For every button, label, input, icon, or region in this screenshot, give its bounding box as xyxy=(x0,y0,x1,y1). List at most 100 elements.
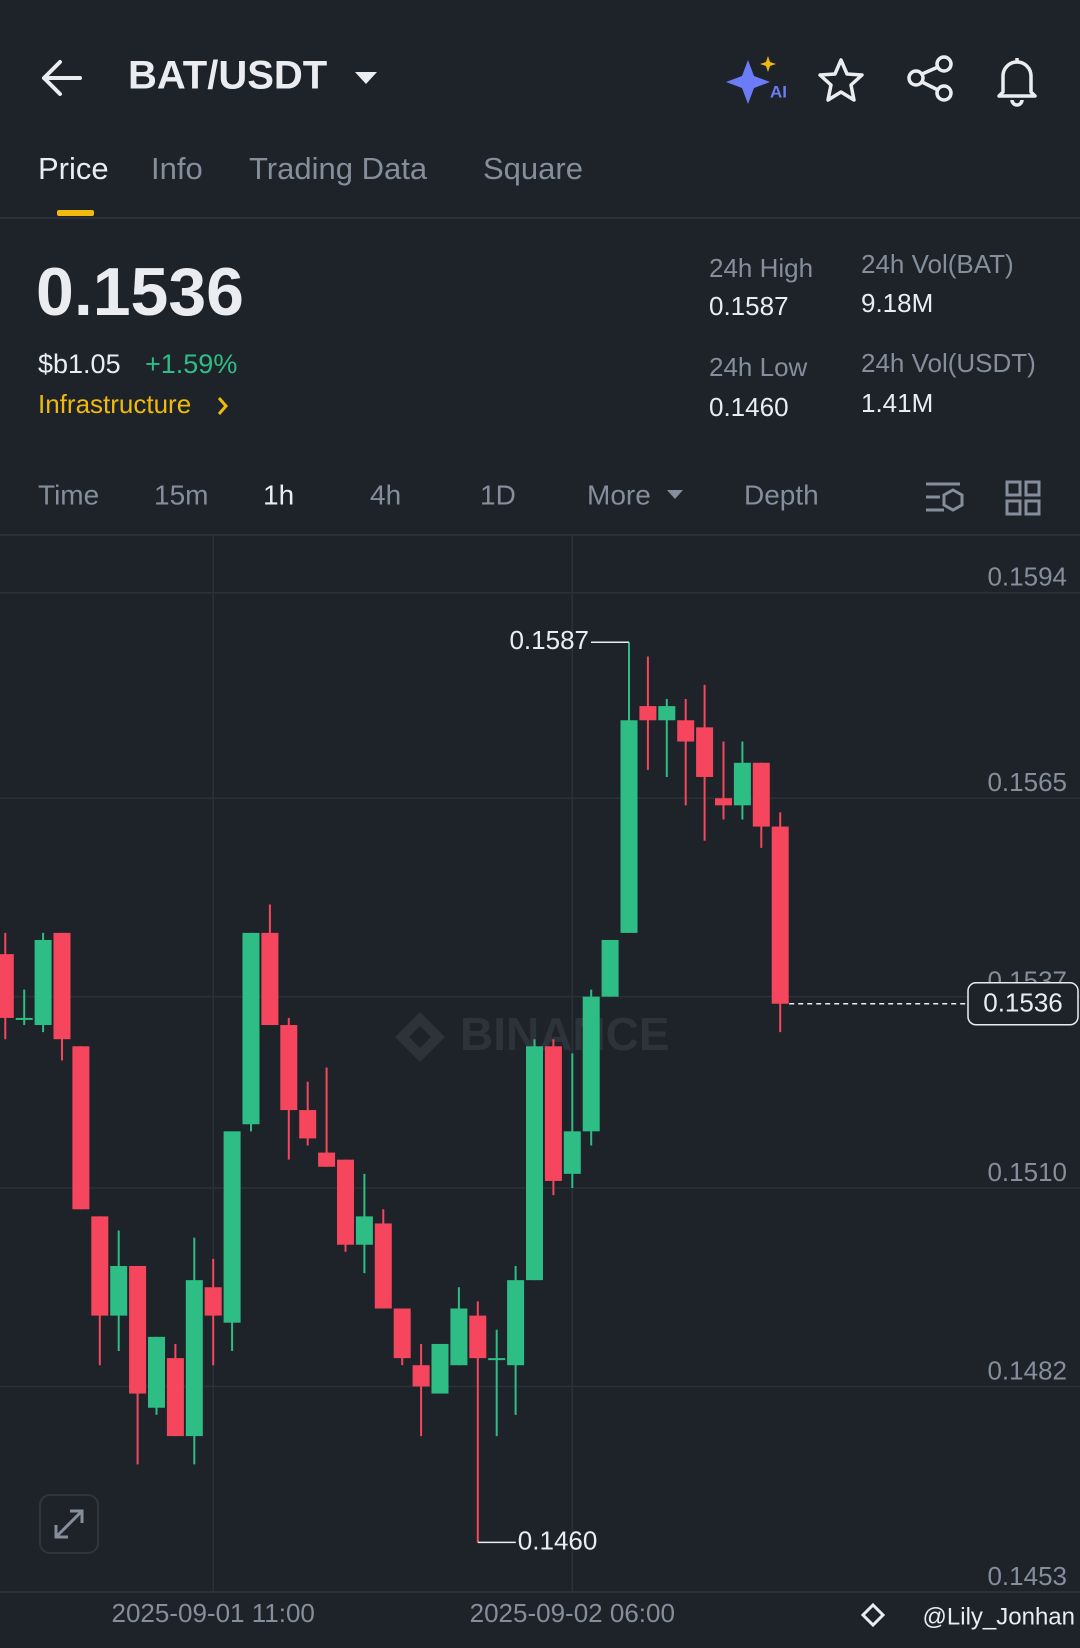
candle-body xyxy=(563,1131,581,1174)
share-button[interactable] xyxy=(907,55,953,102)
candle-body xyxy=(639,706,657,721)
candle-body xyxy=(431,1343,449,1394)
watermark-part xyxy=(395,1012,445,1062)
candle-body xyxy=(223,1131,241,1323)
tab[interactable]: Square xyxy=(483,151,583,186)
tab[interactable]: Price xyxy=(38,151,109,186)
candle-body xyxy=(166,1358,184,1437)
watermark-text: BINANCE xyxy=(460,1008,670,1060)
layout-toggle-part xyxy=(1005,499,1022,516)
y-tick-label: 0.1510 xyxy=(987,1157,1067,1187)
interval[interactable]: 4h xyxy=(370,479,401,510)
candle-body xyxy=(733,762,751,806)
alert-button-part xyxy=(997,60,1037,98)
credit: @Lily_Jonhan xyxy=(923,1603,1075,1630)
candle-body xyxy=(696,727,714,777)
candle-body xyxy=(526,1046,543,1281)
share-button-part xyxy=(907,69,925,87)
stat-value: 1.41M xyxy=(861,388,933,418)
y-tick-label: 0.1594 xyxy=(987,562,1067,592)
candle-body xyxy=(450,1308,468,1366)
favorite-button[interactable] xyxy=(818,58,864,102)
tab-indicator xyxy=(57,210,94,216)
alert-button[interactable] xyxy=(997,58,1037,107)
more-dropdown[interactable] xyxy=(667,490,683,499)
y-tick-label: 0.1453 xyxy=(987,1561,1067,1591)
candle-body xyxy=(91,1216,109,1316)
stat-value: 0.1460 xyxy=(709,392,789,422)
candle-body xyxy=(204,1287,222,1316)
candle-body xyxy=(185,1280,203,1437)
candle-body xyxy=(601,939,619,997)
stat-label: 24h High xyxy=(709,253,813,283)
ai-badge: AI xyxy=(770,82,787,101)
candle-body xyxy=(72,1046,90,1210)
stat-value: 9.18M xyxy=(861,288,933,318)
candle-body xyxy=(337,1159,354,1245)
interval[interactable]: Depth xyxy=(744,479,819,510)
credit-logo xyxy=(860,1602,886,1628)
pair-dropdown[interactable] xyxy=(355,72,377,84)
candle-body xyxy=(110,1265,128,1316)
fiat-price: $b1.05 xyxy=(38,349,121,379)
candle-body xyxy=(261,932,279,1026)
stat-label: 24h Vol(BAT) xyxy=(861,249,1014,279)
stat-label: 24h Vol(USDT) xyxy=(861,348,1036,378)
candle-body xyxy=(752,762,770,827)
candle-body xyxy=(715,798,732,806)
price-change: +1.59% xyxy=(145,349,237,379)
candle-body xyxy=(412,1365,430,1387)
sector: Infrastructure xyxy=(38,389,191,419)
indicator-settings-part xyxy=(926,482,960,512)
tab[interactable]: Info xyxy=(151,151,203,186)
fullscreen-button[interactable] xyxy=(39,1494,99,1554)
candle-body xyxy=(469,1315,487,1359)
candle-body xyxy=(488,1358,506,1361)
candle-body xyxy=(34,939,52,1026)
fullscreen-button-part xyxy=(54,1509,84,1539)
candle-body xyxy=(507,1280,525,1366)
interval[interactable]: 15m xyxy=(154,479,208,510)
ai-button-part xyxy=(760,56,776,72)
indicator-settings[interactable] xyxy=(926,482,964,512)
low-label: 0.1460 xyxy=(518,1525,598,1555)
interval[interactable]: 1h xyxy=(263,479,294,510)
candle-body xyxy=(318,1152,336,1167)
share-button-part xyxy=(935,55,953,73)
pair-title[interactable]: BAT/USDT xyxy=(128,54,327,98)
candle-body xyxy=(280,1025,298,1111)
interval[interactable]: 1D xyxy=(480,479,516,510)
candle-body xyxy=(148,1336,165,1408)
indicator-settings-part xyxy=(942,488,964,512)
candle-body xyxy=(620,720,638,933)
tab[interactable]: Trading Data xyxy=(249,151,428,186)
share-button-part xyxy=(921,65,939,92)
sector-link[interactable]: Infrastructure xyxy=(38,389,228,419)
candle-body xyxy=(53,932,71,1040)
candle-body xyxy=(15,1017,33,1020)
back-button-part xyxy=(42,60,82,96)
candle-body xyxy=(544,1046,562,1181)
chart: 2025-09-01 11:00 2025-09-02 06:00 0.1594 0.… xyxy=(0,535,1080,1628)
layout-toggle-part xyxy=(1024,480,1041,497)
back-button[interactable] xyxy=(42,60,82,96)
layout-toggle-part xyxy=(1005,480,1022,497)
candle-body xyxy=(355,1216,373,1245)
interval[interactable]: More xyxy=(587,479,651,510)
fullscreen-button-part xyxy=(39,1494,99,1554)
x-tick-label: 2025-09-01 11:00 xyxy=(112,1598,315,1628)
interval[interactable]: Time xyxy=(38,479,99,510)
share-button-part xyxy=(935,84,953,102)
last-price: 0.1536 xyxy=(36,254,244,330)
candle-body xyxy=(658,706,676,721)
stat-value: 0.1587 xyxy=(709,291,789,321)
candle-body xyxy=(0,954,14,1018)
watermark: BINANCE xyxy=(395,1008,670,1062)
layout-toggle-part xyxy=(1024,499,1041,516)
candle-body xyxy=(374,1223,392,1309)
ai-button-part xyxy=(726,60,770,104)
candle-body xyxy=(129,1265,147,1394)
layout-toggle[interactable] xyxy=(1005,480,1041,516)
ai-button[interactable]: AI xyxy=(726,56,787,104)
